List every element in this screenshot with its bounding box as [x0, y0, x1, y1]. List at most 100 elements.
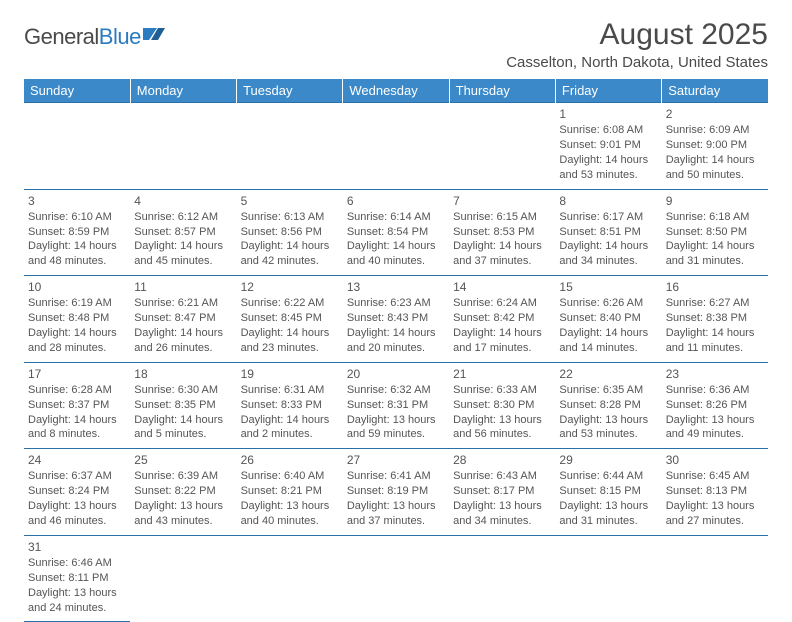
day-number: 5	[241, 193, 339, 209]
daylight-text: Daylight: 13 hours	[241, 499, 339, 514]
daylight-text: and 40 minutes.	[241, 514, 339, 529]
sunrise-text: Sunrise: 6:15 AM	[453, 210, 551, 225]
daylight-text: Daylight: 13 hours	[453, 499, 551, 514]
day-number: 18	[134, 366, 232, 382]
daylight-text: Daylight: 14 hours	[666, 239, 764, 254]
daylight-text: Daylight: 14 hours	[347, 326, 445, 341]
day-number: 3	[28, 193, 126, 209]
sunset-text: Sunset: 8:17 PM	[453, 484, 551, 499]
sunrise-text: Sunrise: 6:14 AM	[347, 210, 445, 225]
day-number: 15	[559, 279, 657, 295]
calendar-cell: 20Sunrise: 6:32 AMSunset: 8:31 PMDayligh…	[343, 362, 449, 449]
daylight-text: Daylight: 13 hours	[559, 499, 657, 514]
calendar-row: 10Sunrise: 6:19 AMSunset: 8:48 PMDayligh…	[24, 276, 768, 363]
day-number: 2	[666, 106, 764, 122]
sunrise-text: Sunrise: 6:21 AM	[134, 296, 232, 311]
day-number: 29	[559, 452, 657, 468]
header: GeneralBlue August 2025 Casselton, North…	[24, 18, 768, 71]
calendar-body: 1Sunrise: 6:08 AMSunset: 9:01 PMDaylight…	[24, 103, 768, 622]
daylight-text: Daylight: 14 hours	[453, 326, 551, 341]
day-number: 16	[666, 279, 764, 295]
daylight-text: Daylight: 13 hours	[134, 499, 232, 514]
sunrise-text: Sunrise: 6:13 AM	[241, 210, 339, 225]
sunset-text: Sunset: 8:54 PM	[347, 225, 445, 240]
daylight-text: and 34 minutes.	[453, 514, 551, 529]
sunrise-text: Sunrise: 6:31 AM	[241, 383, 339, 398]
daylight-text: Daylight: 13 hours	[666, 499, 764, 514]
calendar-header-row: Sunday Monday Tuesday Wednesday Thursday…	[24, 79, 768, 103]
calendar-cell: 27Sunrise: 6:41 AMSunset: 8:19 PMDayligh…	[343, 449, 449, 536]
sunrise-text: Sunrise: 6:44 AM	[559, 469, 657, 484]
day-number: 20	[347, 366, 445, 382]
day-number: 12	[241, 279, 339, 295]
daylight-text: Daylight: 14 hours	[559, 153, 657, 168]
calendar-cell: 31Sunrise: 6:46 AMSunset: 8:11 PMDayligh…	[24, 535, 130, 622]
logo-text: GeneralBlue	[24, 24, 141, 50]
daylight-text: Daylight: 14 hours	[241, 326, 339, 341]
day-header: Sunday	[24, 79, 130, 103]
calendar-cell: 25Sunrise: 6:39 AMSunset: 8:22 PMDayligh…	[130, 449, 236, 536]
calendar-cell: 5Sunrise: 6:13 AMSunset: 8:56 PMDaylight…	[237, 189, 343, 276]
daylight-text: and 26 minutes.	[134, 341, 232, 356]
daylight-text: Daylight: 13 hours	[453, 413, 551, 428]
daylight-text: Daylight: 13 hours	[347, 499, 445, 514]
sunrise-text: Sunrise: 6:09 AM	[666, 123, 764, 138]
sunset-text: Sunset: 8:15 PM	[559, 484, 657, 499]
sunset-text: Sunset: 9:00 PM	[666, 138, 764, 153]
calendar-cell: 28Sunrise: 6:43 AMSunset: 8:17 PMDayligh…	[449, 449, 555, 536]
day-number: 30	[666, 452, 764, 468]
day-number: 22	[559, 366, 657, 382]
daylight-text: and 23 minutes.	[241, 341, 339, 356]
day-number: 23	[666, 366, 764, 382]
daylight-text: Daylight: 13 hours	[28, 499, 126, 514]
day-number: 13	[347, 279, 445, 295]
sunrise-text: Sunrise: 6:26 AM	[559, 296, 657, 311]
daylight-text: Daylight: 14 hours	[134, 239, 232, 254]
calendar-row: 17Sunrise: 6:28 AMSunset: 8:37 PMDayligh…	[24, 362, 768, 449]
daylight-text: Daylight: 14 hours	[134, 413, 232, 428]
page-title: August 2025	[506, 18, 768, 52]
day-header: Friday	[555, 79, 661, 103]
sunset-text: Sunset: 8:43 PM	[347, 311, 445, 326]
daylight-text: Daylight: 14 hours	[28, 326, 126, 341]
sunset-text: Sunset: 8:33 PM	[241, 398, 339, 413]
calendar-cell-empty	[237, 103, 343, 190]
sunset-text: Sunset: 8:40 PM	[559, 311, 657, 326]
calendar-cell: 13Sunrise: 6:23 AMSunset: 8:43 PMDayligh…	[343, 276, 449, 363]
day-header: Saturday	[662, 79, 768, 103]
sunset-text: Sunset: 8:53 PM	[453, 225, 551, 240]
daylight-text: and 8 minutes.	[28, 427, 126, 442]
calendar-cell-empty	[449, 103, 555, 190]
calendar-cell: 29Sunrise: 6:44 AMSunset: 8:15 PMDayligh…	[555, 449, 661, 536]
day-header: Wednesday	[343, 79, 449, 103]
calendar-cell-empty	[343, 103, 449, 190]
sunrise-text: Sunrise: 6:24 AM	[453, 296, 551, 311]
calendar-cell: 6Sunrise: 6:14 AMSunset: 8:54 PMDaylight…	[343, 189, 449, 276]
calendar-cell-empty	[449, 535, 555, 622]
daylight-text: and 46 minutes.	[28, 514, 126, 529]
daylight-text: and 27 minutes.	[666, 514, 764, 529]
daylight-text: Daylight: 13 hours	[28, 586, 126, 601]
sunset-text: Sunset: 8:57 PM	[134, 225, 232, 240]
day-number: 7	[453, 193, 551, 209]
day-number: 17	[28, 366, 126, 382]
daylight-text: and 34 minutes.	[559, 254, 657, 269]
day-number: 4	[134, 193, 232, 209]
sunrise-text: Sunrise: 6:45 AM	[666, 469, 764, 484]
daylight-text: and 42 minutes.	[241, 254, 339, 269]
calendar-cell: 14Sunrise: 6:24 AMSunset: 8:42 PMDayligh…	[449, 276, 555, 363]
daylight-text: and 2 minutes.	[241, 427, 339, 442]
daylight-text: and 37 minutes.	[347, 514, 445, 529]
daylight-text: and 5 minutes.	[134, 427, 232, 442]
sunrise-text: Sunrise: 6:39 AM	[134, 469, 232, 484]
sunrise-text: Sunrise: 6:35 AM	[559, 383, 657, 398]
sunset-text: Sunset: 8:37 PM	[28, 398, 126, 413]
sunset-text: Sunset: 9:01 PM	[559, 138, 657, 153]
calendar-cell: 12Sunrise: 6:22 AMSunset: 8:45 PMDayligh…	[237, 276, 343, 363]
sunrise-text: Sunrise: 6:19 AM	[28, 296, 126, 311]
day-number: 10	[28, 279, 126, 295]
sunrise-text: Sunrise: 6:18 AM	[666, 210, 764, 225]
daylight-text: and 11 minutes.	[666, 341, 764, 356]
daylight-text: Daylight: 13 hours	[347, 413, 445, 428]
sunrise-text: Sunrise: 6:22 AM	[241, 296, 339, 311]
